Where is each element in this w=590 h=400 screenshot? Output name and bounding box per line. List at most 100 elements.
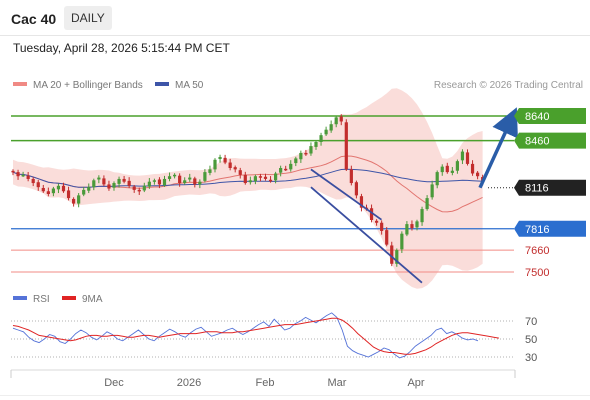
candle <box>284 165 288 172</box>
candle-body <box>117 178 121 184</box>
candle <box>11 169 15 176</box>
candle <box>359 193 364 212</box>
candle <box>390 241 394 267</box>
candle-body <box>274 173 278 181</box>
candle <box>203 169 207 183</box>
ma20-legend-label: MA 20 + Bollinger Bands <box>33 80 143 91</box>
candle-body <box>152 180 156 182</box>
candle <box>72 197 76 207</box>
candle-body <box>430 184 434 198</box>
candle-body <box>11 170 15 173</box>
datetime-label: Tuesday, April 28, 2026 5:15:44 PM CET <box>13 41 230 55</box>
ma50-legend-label: MA 50 <box>175 80 204 91</box>
candle-body <box>72 198 76 204</box>
candle <box>238 167 242 179</box>
rsi-ma-line <box>12 317 499 355</box>
candle <box>299 150 303 163</box>
candle <box>132 184 136 193</box>
candle-body <box>31 178 35 184</box>
level-tag-7816 <box>514 220 586 237</box>
candle <box>56 183 61 194</box>
candle-body <box>208 169 212 173</box>
bottom-divider <box>0 395 590 396</box>
candle-body <box>137 189 141 192</box>
candle <box>405 221 409 237</box>
candle-body <box>476 172 480 177</box>
candle <box>289 160 293 172</box>
level-label-7660: 7660 <box>525 245 549 257</box>
candle-body <box>294 158 298 164</box>
candle <box>228 158 232 171</box>
legend-ma20: MA 20 + Bollinger Bands <box>13 80 143 91</box>
candle <box>183 177 187 185</box>
candle <box>385 227 389 247</box>
candle <box>258 173 263 182</box>
candle-body <box>450 170 454 173</box>
candle <box>213 158 217 173</box>
candle-body <box>188 177 192 180</box>
candle <box>354 180 358 199</box>
candle-body <box>127 180 131 186</box>
candle <box>218 154 222 163</box>
candle <box>420 206 424 226</box>
rsi-tick-label: 30 <box>525 352 537 364</box>
trend-line <box>310 186 423 284</box>
candle <box>137 187 141 195</box>
rsi-line <box>12 312 479 359</box>
candle <box>395 248 399 267</box>
candle-body <box>178 175 182 184</box>
x-tick-label: 2026 <box>177 377 201 389</box>
candle-body <box>329 124 333 131</box>
candle <box>440 164 444 176</box>
x-tick-label: Mar <box>328 377 347 389</box>
candle <box>233 165 237 173</box>
candle <box>46 187 50 197</box>
bollinger-band <box>13 88 483 289</box>
candle-body <box>203 172 207 181</box>
candle <box>415 219 419 231</box>
research-credit: Research © 2026 Trading Central <box>433 80 583 91</box>
ma20-swatch <box>13 82 27 87</box>
candle-body <box>112 183 116 188</box>
candle-body <box>41 187 45 192</box>
candle <box>26 171 30 182</box>
x-tick-label: Dec <box>104 377 124 389</box>
ma9-swatch <box>62 296 76 301</box>
candle-body <box>167 176 172 179</box>
level-label-8460: 8460 <box>525 136 549 148</box>
ma50-swatch <box>155 82 169 87</box>
candle <box>178 173 182 187</box>
candle-body <box>319 135 323 142</box>
candle-body <box>107 184 111 189</box>
candle <box>430 180 434 200</box>
timeframe-button[interactable]: DAILY <box>64 6 112 30</box>
candle <box>425 195 429 211</box>
candle <box>36 179 40 191</box>
candle <box>112 181 116 191</box>
candle-body <box>425 198 429 210</box>
candle-body <box>142 185 146 191</box>
candle <box>122 175 126 184</box>
candle <box>450 167 454 176</box>
candle <box>435 170 439 189</box>
candle-body <box>46 191 50 194</box>
candle-body <box>26 175 30 179</box>
candle-body <box>284 168 288 171</box>
candle-body <box>420 209 424 223</box>
candle <box>344 119 348 172</box>
candle-body <box>400 233 404 250</box>
candle <box>97 175 101 184</box>
candle-body <box>157 179 162 185</box>
candle-body <box>470 163 475 174</box>
candle-body <box>56 185 61 190</box>
candle <box>223 154 227 165</box>
trend-line <box>310 168 382 221</box>
candle-body <box>36 182 40 188</box>
rsi-swatch <box>13 296 27 301</box>
candle <box>465 149 470 166</box>
candle <box>102 175 106 187</box>
candle-body <box>61 185 66 192</box>
candle <box>188 173 192 182</box>
candle-body <box>304 152 308 155</box>
candle-body <box>460 151 465 161</box>
